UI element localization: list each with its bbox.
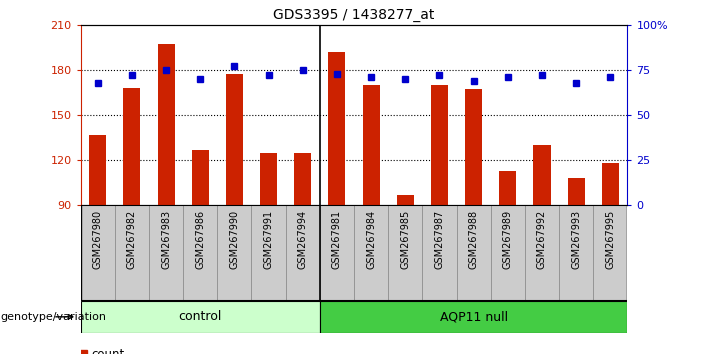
Text: GSM267982: GSM267982: [127, 210, 137, 269]
Bar: [397, 195, 414, 205]
Text: control: control: [179, 310, 222, 323]
Bar: [601, 163, 619, 205]
Bar: [226, 74, 243, 205]
Text: AQP11 null: AQP11 null: [440, 310, 508, 323]
Text: GSM267993: GSM267993: [571, 210, 581, 269]
Bar: [294, 153, 311, 205]
Bar: [593, 205, 627, 301]
Text: GSM267992: GSM267992: [537, 210, 547, 269]
Text: GSM267980: GSM267980: [93, 210, 103, 269]
Bar: [362, 85, 380, 205]
Text: GSM267991: GSM267991: [264, 210, 273, 269]
Bar: [422, 205, 456, 301]
Text: GSM267994: GSM267994: [298, 210, 308, 269]
Bar: [320, 205, 354, 301]
Bar: [525, 205, 559, 301]
Bar: [354, 205, 388, 301]
Bar: [431, 85, 448, 205]
Title: GDS3395 / 1438277_at: GDS3395 / 1438277_at: [273, 8, 435, 22]
Text: GSM267989: GSM267989: [503, 210, 513, 269]
Text: GSM267990: GSM267990: [229, 210, 240, 269]
Text: GSM267995: GSM267995: [605, 210, 615, 269]
Text: GSM267986: GSM267986: [195, 210, 205, 269]
Text: GSM267988: GSM267988: [468, 210, 479, 269]
Bar: [260, 153, 277, 205]
Bar: [89, 135, 107, 205]
Bar: [456, 205, 491, 301]
Text: GSM267985: GSM267985: [400, 210, 410, 269]
Bar: [158, 44, 175, 205]
Bar: [183, 205, 217, 301]
Text: GSM267984: GSM267984: [366, 210, 376, 269]
Bar: [465, 90, 482, 205]
Bar: [217, 205, 252, 301]
Bar: [559, 205, 593, 301]
Bar: [123, 88, 140, 205]
Bar: [149, 205, 183, 301]
Bar: [491, 205, 525, 301]
Text: GSM267987: GSM267987: [435, 210, 444, 269]
Bar: [191, 150, 209, 205]
Bar: [115, 205, 149, 301]
Bar: [320, 301, 627, 333]
Bar: [252, 205, 286, 301]
Bar: [286, 205, 320, 301]
Bar: [499, 171, 517, 205]
Bar: [388, 205, 422, 301]
Bar: [81, 205, 115, 301]
Bar: [533, 145, 550, 205]
Bar: [568, 178, 585, 205]
Bar: [328, 52, 346, 205]
Text: genotype/variation: genotype/variation: [0, 312, 106, 322]
Text: GSM267983: GSM267983: [161, 210, 171, 269]
Text: count: count: [92, 348, 125, 354]
Text: GSM267981: GSM267981: [332, 210, 342, 269]
Bar: [81, 301, 320, 333]
